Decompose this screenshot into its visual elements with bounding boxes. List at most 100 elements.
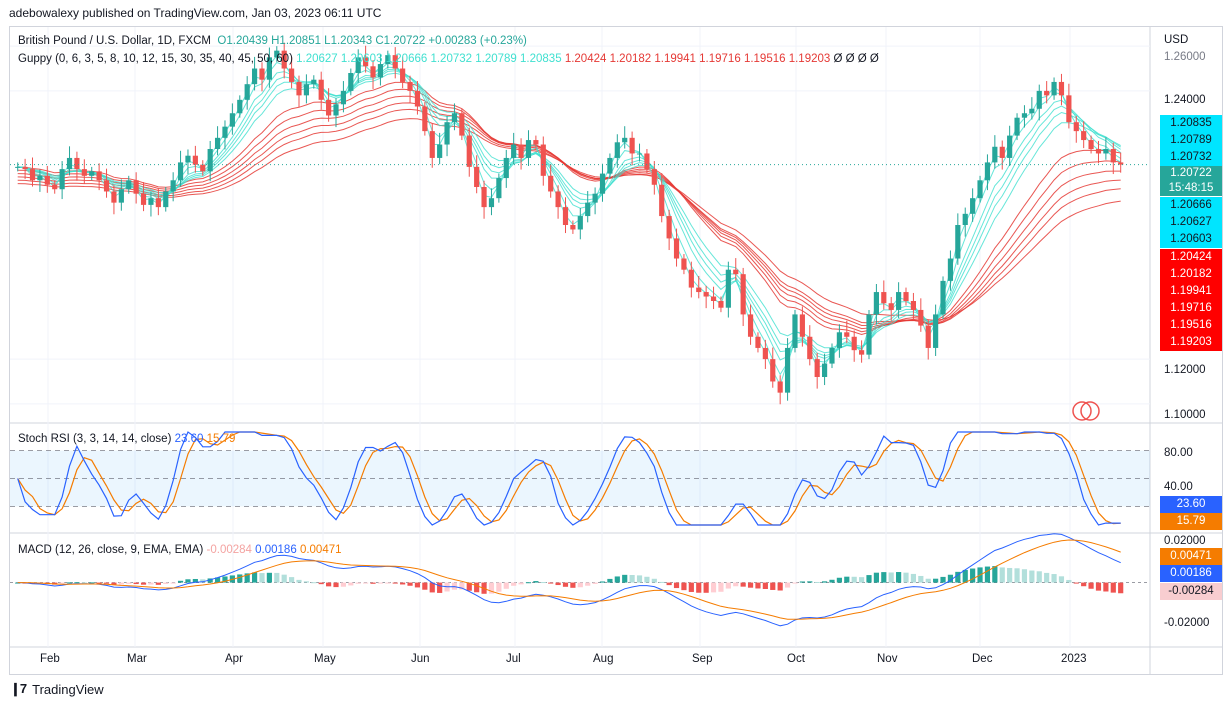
macd-signal-line: [17, 539, 1121, 620]
candle-body: [481, 187, 487, 208]
macd-histogram-bar: [666, 582, 672, 586]
candle-body: [214, 137, 221, 149]
candle-body: [503, 157, 509, 179]
guppy-long-4: 1.19716: [699, 53, 741, 65]
candle-body: [244, 84, 250, 100]
guppy-long-line-30: [17, 81, 1121, 336]
candle-body: [1095, 149, 1102, 154]
macd-histogram-bar: [155, 582, 161, 585]
macd-histogram-bar: [170, 582, 176, 584]
candle-body: [177, 162, 184, 181]
candle-body: [903, 292, 909, 301]
bar-countdown: 15:48:15: [1168, 182, 1214, 194]
candle-body: [829, 347, 835, 364]
candle-body: [444, 122, 450, 145]
candle-body: [170, 180, 176, 192]
candle-body: [585, 202, 591, 217]
macd-histogram-bar: [422, 582, 428, 590]
macd-histogram-bar: [296, 579, 302, 583]
candle-body: [311, 79, 317, 85]
badge-guppy-long-6: 1.19203: [1160, 334, 1222, 351]
candle-body: [644, 153, 650, 170]
time-label-2023: 2023: [1061, 653, 1087, 665]
chart-canvas[interactable]: [10, 27, 1222, 674]
macd-histogram-bar: [755, 582, 761, 589]
candle-body: [1021, 113, 1028, 118]
macd-histogram-bar: [747, 582, 754, 588]
time-label-may: May: [314, 653, 336, 665]
guppy-long-6: 1.19203: [788, 53, 831, 65]
macd-histogram-bar: [96, 582, 102, 584]
macd-histogram-bar: [140, 582, 147, 585]
candle-body: [1103, 149, 1109, 154]
candle-body: [1014, 117, 1020, 136]
macd-histogram-bar: [525, 582, 532, 584]
candle-body: [59, 169, 65, 190]
candle-body: [274, 50, 280, 58]
macd-histogram-bar: [955, 571, 961, 583]
macd-histogram-bar: [673, 582, 680, 589]
macd-histogram-bar: [644, 576, 650, 583]
badge-guppy-long-3: 1.19941: [1160, 283, 1222, 300]
candle-body: [370, 66, 376, 78]
macd-histogram-bar: [1103, 582, 1109, 592]
badge-guppy-short-5: 1.20789: [1160, 132, 1222, 149]
candle-body: [555, 191, 561, 208]
macd-histogram-bar: [185, 579, 191, 583]
macd-histogram-bar: [762, 582, 768, 589]
candle-body: [733, 269, 739, 275]
macd-histogram-bar: [1110, 582, 1116, 593]
candle-body: [15, 166, 21, 168]
candle-body: [133, 180, 139, 194]
candle-body: [740, 274, 746, 315]
candle-body: [570, 225, 576, 230]
candle-body: [52, 184, 58, 190]
macd-histogram-bar: [177, 580, 184, 583]
candle-body: [29, 169, 36, 181]
chart-frame[interactable]: British Pound / U.S. Dollar, 1D, FXCM O1…: [9, 26, 1223, 675]
macd-histogram-bar: [103, 582, 110, 584]
guppy-empty-values: Ø Ø Ø Ø: [833, 53, 879, 65]
macd-histogram-bar: [829, 579, 835, 583]
badge-guppy-short-1: 1.20603: [1160, 231, 1222, 248]
candle-body: [873, 292, 879, 315]
candle-body: [111, 191, 117, 203]
macd-histogram-bar: [1081, 582, 1087, 587]
macd-legend: MACD (12, 26, close, 9, EMA, EMA) -0.002…: [18, 544, 342, 556]
candle-body: [340, 90, 347, 105]
macd-histogram-bar: [1095, 582, 1102, 591]
macd-histogram-bar: [200, 579, 206, 583]
candle-body: [355, 57, 361, 73]
macd-histogram-bar: [1014, 568, 1020, 583]
macd-histogram-bar: [1066, 579, 1072, 583]
candle-body: [348, 73, 354, 91]
candle-body: [333, 104, 339, 116]
candle-body: [37, 175, 43, 181]
macd-histogram-bar: [251, 572, 258, 583]
tradingview-logo[interactable]: ❙7 TradingView: [10, 681, 104, 697]
candle-body: [437, 144, 443, 158]
candle-body: [222, 126, 228, 138]
macd-histogram-bar: [333, 582, 339, 588]
candle-body: [377, 64, 384, 78]
macd-histogram-bar: [710, 582, 717, 593]
candle-body: [414, 90, 421, 107]
candle-body: [66, 157, 73, 170]
candle-body: [1110, 149, 1116, 163]
macd-signal-value: 0.00471: [299, 544, 342, 556]
macd-histogram-bar: [126, 582, 132, 584]
macd-histogram-bar: [59, 582, 65, 584]
macd-histogram-bar: [355, 582, 361, 584]
candle-body: [126, 180, 132, 190]
candle-body: [237, 99, 243, 114]
macd-histogram-bar: [859, 577, 865, 583]
last-price: 1.20722: [1170, 167, 1212, 179]
macd-histogram-bar: [1007, 567, 1013, 583]
guppy-long-line-45: [17, 102, 1121, 327]
candle-body: [548, 175, 554, 192]
candle-body: [318, 79, 324, 100]
macd-histogram-bar: [274, 572, 280, 583]
candle-body: [511, 144, 517, 158]
candle-body: [74, 157, 80, 170]
macd-hist-badge: -0.00284: [1160, 583, 1222, 600]
